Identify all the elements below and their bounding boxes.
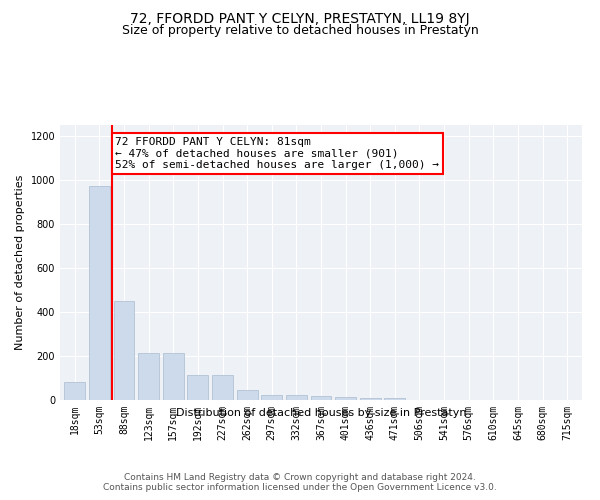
Bar (138, 352, 159, 400)
Bar (286, 395, 307, 400)
Bar (64, 382, 85, 400)
Text: Distribution of detached houses by size in Prestatyn: Distribution of detached houses by size … (176, 408, 466, 418)
Text: 72 FFORDD PANT Y CELYN: 81sqm
← 47% of detached houses are smaller (901)
52% of : 72 FFORDD PANT Y CELYN: 81sqm ← 47% of d… (115, 137, 439, 170)
Bar (360, 398, 381, 400)
Bar (113, 301, 134, 400)
Bar (261, 395, 282, 400)
Y-axis label: Number of detached properties: Number of detached properties (15, 175, 25, 350)
Text: 72, FFORDD PANT Y CELYN, PRESTATYN, LL19 8YJ: 72, FFORDD PANT Y CELYN, PRESTATYN, LL19… (130, 12, 470, 26)
Bar (212, 374, 233, 400)
Text: Contains public sector information licensed under the Open Government Licence v3: Contains public sector information licen… (103, 484, 497, 492)
Text: Size of property relative to detached houses in Prestatyn: Size of property relative to detached ho… (122, 24, 478, 37)
Bar (311, 396, 331, 400)
Bar (236, 390, 257, 400)
Bar (89, 186, 110, 400)
Text: Contains HM Land Registry data © Crown copyright and database right 2024.: Contains HM Land Registry data © Crown c… (124, 472, 476, 482)
Bar (187, 374, 208, 400)
Bar (385, 398, 406, 400)
Bar (335, 396, 356, 400)
Bar (163, 352, 184, 400)
